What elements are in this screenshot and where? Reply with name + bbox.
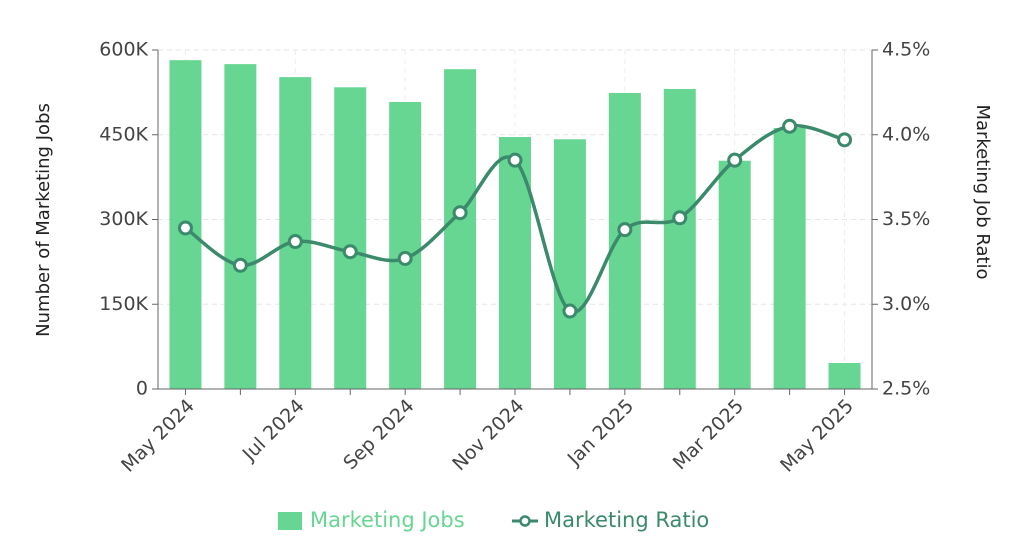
- legend-swatch: [278, 512, 302, 530]
- legend-label: Marketing Jobs: [310, 508, 465, 532]
- x-tick-label: Sep 2024: [339, 395, 418, 474]
- line-marker: [727, 152, 743, 168]
- y2-tick-label: 3.5%: [882, 208, 930, 230]
- y-tick-label: 450K: [99, 123, 148, 145]
- line-marker: [287, 234, 303, 250]
- y2-tick-label: 4.5%: [882, 39, 930, 61]
- x-tick-label: May 2025: [776, 395, 858, 477]
- line-marker: [232, 257, 248, 273]
- y2-axis-title: Marketing Job Ratio: [972, 104, 993, 279]
- legend-swatch-marker: [519, 515, 531, 527]
- legend-label: Marketing Ratio: [544, 508, 709, 532]
- y2-tick-label: 2.5%: [882, 378, 930, 400]
- bar: [553, 139, 586, 389]
- y2-tick-label: 3.0%: [882, 293, 930, 315]
- line-marker: [782, 118, 798, 134]
- y-tick-label: 150K: [99, 293, 148, 315]
- x-tick-label: Jul 2024: [238, 395, 309, 466]
- bar: [444, 69, 477, 390]
- bar: [499, 137, 531, 389]
- y-axis-title: Number of Marketing Jobs: [33, 103, 54, 337]
- line-marker: [837, 132, 853, 148]
- y-tick-label: 0: [136, 378, 148, 400]
- y2-tick-label: 4.0%: [882, 123, 930, 145]
- bar: [279, 77, 312, 390]
- line-marker: [342, 244, 358, 260]
- bar: [773, 127, 806, 389]
- bar: [718, 160, 751, 389]
- x-tick-label: Nov 2024: [448, 395, 528, 475]
- line-marker: [672, 210, 688, 226]
- bar: [663, 88, 696, 390]
- line-marker: [617, 222, 633, 238]
- bar: [389, 101, 422, 389]
- line-marker: [562, 303, 578, 319]
- x-tick-label: Mar 2025: [669, 395, 748, 474]
- bar: [334, 87, 367, 389]
- x-tick-label: Jan 2025: [563, 395, 638, 470]
- line-marker: [177, 220, 193, 236]
- bar: [224, 64, 257, 389]
- line-marker: [397, 250, 413, 266]
- y-tick-label: 600K: [99, 39, 148, 61]
- bar: [608, 92, 641, 389]
- line-marker: [507, 152, 523, 168]
- y-tick-label: 300K: [99, 208, 148, 230]
- line-marker: [452, 205, 468, 221]
- x-tick-label: May 2024: [117, 395, 199, 477]
- bar: [828, 363, 861, 389]
